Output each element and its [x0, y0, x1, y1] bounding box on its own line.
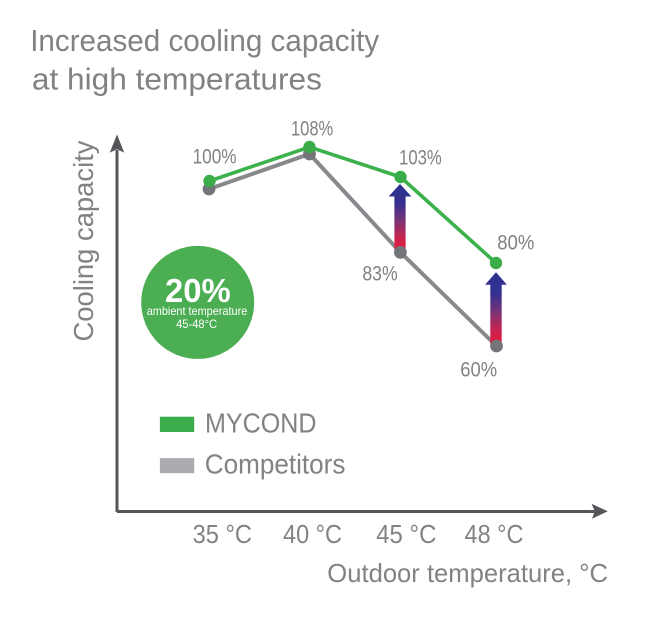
svg-text:20%: 20%: [165, 272, 231, 309]
svg-text:100%: 100%: [193, 146, 237, 169]
svg-text:83%: 83%: [362, 262, 397, 285]
svg-text:80%: 80%: [497, 231, 534, 254]
svg-text:Cooling capacity: Cooling capacity: [68, 140, 99, 341]
svg-text:108%: 108%: [291, 118, 333, 141]
svg-text:ambient temperature: ambient temperature: [147, 304, 248, 318]
svg-text:45-48°C: 45-48°C: [176, 317, 217, 331]
svg-text:60%: 60%: [460, 358, 497, 381]
svg-text:Competitors: Competitors: [205, 448, 346, 479]
svg-text:45 °C: 45 °C: [376, 519, 436, 549]
svg-text:Increased cooling capacity: Increased cooling capacity: [30, 23, 379, 58]
svg-text:48 °C: 48 °C: [465, 519, 524, 549]
svg-text:40 °C: 40 °C: [283, 519, 342, 549]
svg-text:103%: 103%: [399, 146, 442, 169]
svg-text:Outdoor temperature, °C: Outdoor temperature, °C: [327, 558, 608, 588]
svg-text:MYCOND: MYCOND: [205, 408, 317, 439]
svg-text:35 °C: 35 °C: [193, 519, 252, 549]
svg-text:at high temperatures: at high temperatures: [32, 61, 322, 96]
